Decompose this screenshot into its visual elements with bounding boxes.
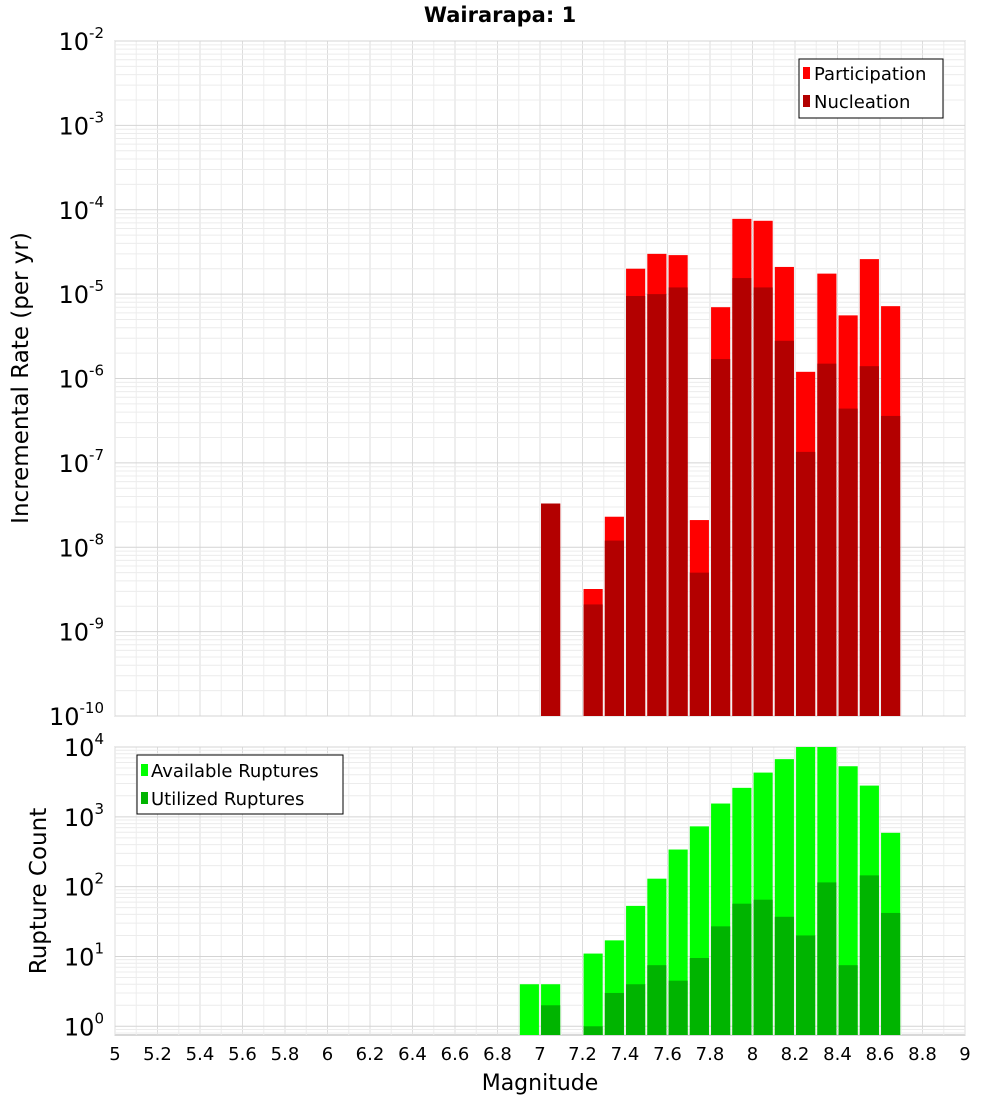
y-tick-label: 103 — [64, 800, 104, 832]
y-tick-label: 10-5 — [58, 277, 104, 309]
count-legend: Available Ruptures Utilized Ruptures — [136, 754, 344, 815]
legend-label-utilized-ruptures: Utilized Ruptures — [151, 789, 304, 810]
rate-bar-nucleation — [859, 366, 879, 716]
count-legend-box — [136, 754, 344, 815]
rate-panel: 10-2 10-3 10-4 10-5 10-6 10-7 10-8 10-9 10-10 In… — [8, 24, 966, 731]
count-bar-utilized-ruptures — [626, 984, 646, 1035]
rate-bar-nucleation — [732, 278, 752, 716]
count-y-ticks: 104 103 102 101 100 — [64, 730, 104, 1041]
x-tick-label: 9 — [959, 1044, 970, 1065]
x-tick-label: 7.2 — [568, 1044, 597, 1065]
rate-bar-nucleation — [881, 415, 901, 716]
count-bar-utilized-ruptures — [711, 926, 731, 1035]
count-bar-available-ruptures — [583, 953, 603, 1035]
x-tick-label: 5.8 — [271, 1044, 300, 1065]
x-axis-label: Magnitude — [482, 1071, 599, 1096]
count-bar-utilized-ruptures — [647, 965, 667, 1035]
x-tick-label: 6 — [322, 1044, 333, 1065]
y-tick-label: 10-2 — [58, 24, 104, 56]
count-bar-utilized-ruptures — [689, 958, 709, 1035]
count-bar-utilized-ruptures — [881, 912, 901, 1035]
y-tick-label: 10-6 — [58, 362, 104, 394]
count-bar-utilized-ruptures — [541, 1005, 561, 1035]
count-bar-utilized-ruptures — [859, 875, 879, 1035]
y-tick-label: 104 — [64, 730, 104, 762]
count-bar-utilized-ruptures — [732, 903, 752, 1035]
legend-swatch-utilized-ruptures — [141, 792, 148, 804]
y-tick-label: 101 — [64, 939, 104, 971]
x-tick-label: 5.2 — [143, 1044, 172, 1065]
y-tick-label: 100 — [64, 1009, 104, 1041]
rate-bar-nucleation — [668, 287, 688, 716]
rate-legend-box — [798, 58, 944, 119]
rate-bar-nucleation — [753, 287, 773, 716]
y-tick-label: 10-8 — [58, 530, 104, 562]
x-tick-label: 7.6 — [653, 1044, 682, 1065]
y-tick-label: 10-10 — [49, 699, 104, 731]
count-bar-utilized-ruptures — [583, 1026, 603, 1035]
x-tick-label: 5 — [109, 1044, 120, 1065]
x-tick-label: 6.2 — [356, 1044, 385, 1065]
count-panel: 104 103 102 101 100 5 5.2 5.4 5.6 5.8 6 6.2 6.4 6.6 6… — [26, 730, 971, 1096]
rate-bar-nucleation — [689, 572, 709, 716]
legend-label-nucleation: Nucleation — [814, 92, 910, 113]
rate-y-axis-label: Incremental Rate (per yr) — [8, 232, 34, 524]
chart-title: Wairarapa: 1 — [424, 3, 576, 27]
count-bar-utilized-ruptures — [774, 916, 794, 1035]
x-tick-label: 6.6 — [441, 1044, 470, 1065]
legend-swatch-available-ruptures — [141, 764, 148, 776]
count-y-axis-label: Rupture Count — [26, 808, 52, 974]
y-tick-label: 102 — [64, 870, 104, 902]
y-tick-label: 10-9 — [58, 615, 104, 647]
x-tick-label: 7 — [534, 1044, 545, 1065]
count-bar-utilized-ruptures — [604, 992, 624, 1035]
legend-label-available-ruptures: Available Ruptures — [151, 761, 319, 782]
rate-grid — [114, 40, 966, 717]
legend-swatch-participation — [803, 67, 810, 79]
count-bar-utilized-ruptures — [753, 899, 773, 1035]
x-tick-label: 6.4 — [398, 1044, 427, 1065]
rate-bar-nucleation — [626, 296, 646, 716]
count-bar-utilized-ruptures — [817, 882, 837, 1035]
x-tick-label: 7.4 — [611, 1044, 640, 1065]
legend-swatch-nucleation — [803, 95, 810, 107]
rate-bar-nucleation — [604, 540, 624, 716]
rate-bar-nucleation — [774, 340, 794, 716]
legend-label-participation: Participation — [814, 64, 926, 85]
y-tick-label: 10-3 — [58, 108, 104, 140]
x-tick-label: 8.2 — [781, 1044, 810, 1065]
count-bar-utilized-ruptures — [668, 980, 688, 1035]
count-bar-available-ruptures — [519, 984, 539, 1035]
x-ticks: 5 5.2 5.4 5.6 5.8 6 6.2 6.4 6.6 6.8 7 7.2 7.4 7.6 7.8 8… — [109, 1044, 970, 1065]
rate-bar-nucleation — [817, 363, 837, 716]
x-tick-label: 5.4 — [186, 1044, 215, 1065]
y-tick-label: 10-4 — [58, 193, 104, 225]
rate-bar-nucleation — [838, 408, 858, 716]
count-bars — [519, 747, 901, 1035]
count-bar-utilized-ruptures — [838, 965, 858, 1035]
rate-y-ticks: 10-2 10-3 10-4 10-5 10-6 10-7 10-8 10-9 10-10 — [49, 24, 104, 731]
x-tick-label: 8.6 — [866, 1044, 895, 1065]
rate-bar-nucleation — [711, 359, 731, 716]
x-tick-label: 8.8 — [908, 1044, 937, 1065]
rate-bars — [541, 218, 901, 716]
rate-bar-nucleation — [583, 604, 603, 716]
rate-bar-nucleation — [541, 503, 561, 716]
x-tick-label: 8.4 — [823, 1044, 852, 1065]
x-tick-label: 6.8 — [483, 1044, 512, 1065]
rate-legend: Participation Nucleation — [798, 58, 944, 119]
x-tick-label: 5.6 — [228, 1044, 257, 1065]
rate-bar-nucleation — [647, 294, 667, 716]
rate-bar-nucleation — [796, 451, 816, 716]
x-tick-label: 7.8 — [696, 1044, 725, 1065]
x-tick-label: 8 — [747, 1044, 758, 1065]
count-bar-utilized-ruptures — [796, 935, 816, 1035]
y-tick-label: 10-7 — [58, 446, 104, 478]
